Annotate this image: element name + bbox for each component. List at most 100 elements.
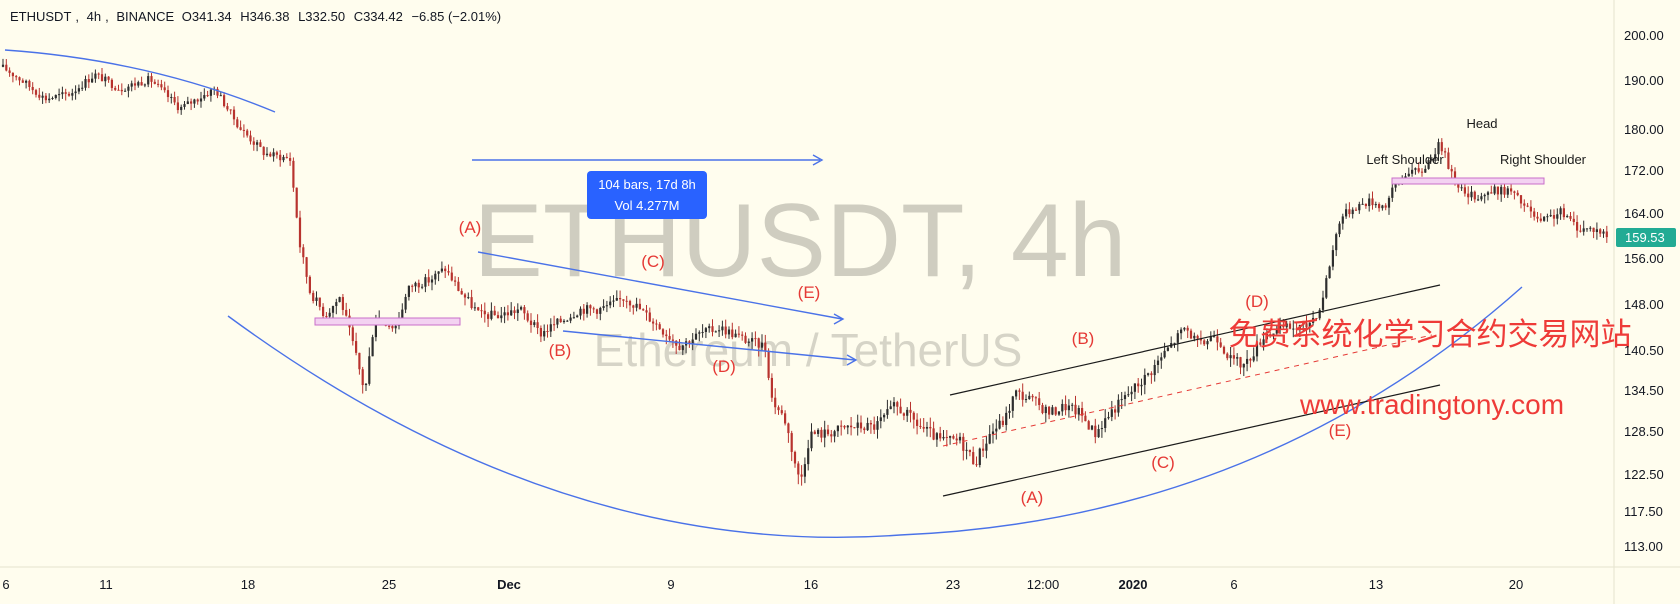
candle-body	[1018, 390, 1021, 392]
candle-body	[902, 413, 905, 416]
candle-body	[193, 99, 196, 104]
symbol-legend[interactable]: ETHUSDT, 4h, BINANCE O341.34 H346.38 L33…	[10, 9, 502, 24]
candle-body	[100, 74, 104, 82]
bowl-arc-line[interactable]	[227, 286, 1523, 538]
candle-body	[414, 282, 417, 287]
candle-body	[1064, 403, 1067, 411]
candle-body	[998, 420, 1001, 429]
channel-midline[interactable]	[942, 334, 1433, 447]
candle-body	[325, 316, 328, 318]
promo-chinese-text: 免费系统化学习合约交易网站	[1229, 317, 1632, 353]
neckline-zone[interactable]	[1391, 177, 1545, 185]
candle-body	[430, 279, 434, 283]
candle-body	[1519, 195, 1523, 204]
candle-body	[1183, 327, 1186, 330]
candle-body	[1054, 407, 1057, 415]
candle-body	[737, 333, 740, 335]
candle-body	[477, 307, 480, 311]
candle-body	[1371, 198, 1374, 206]
triangle-upper-line[interactable]	[477, 251, 843, 320]
candle-body	[569, 317, 572, 321]
candle-body	[1404, 176, 1407, 178]
symbol-interval[interactable]: 4h	[86, 9, 102, 24]
head-label: Head	[1466, 116, 1497, 131]
candle-body	[97, 73, 100, 75]
x-tick-9: 9	[667, 577, 674, 592]
candle-body	[912, 412, 915, 420]
candle-body	[1572, 218, 1575, 222]
candle-body	[186, 101, 189, 105]
candle-body	[61, 92, 64, 95]
channel-upper-line[interactable]	[949, 284, 1441, 396]
candle-body	[1335, 234, 1338, 251]
candle-body	[1599, 229, 1602, 234]
candle-body	[1331, 250, 1334, 267]
candle-body	[1523, 203, 1526, 206]
candle-body	[374, 318, 377, 338]
top-arc-line[interactable]	[4, 49, 276, 113]
wave-label-b-left: (B)	[549, 341, 572, 360]
candle-body	[866, 422, 869, 431]
candle-body	[962, 436, 965, 451]
candle-body	[510, 310, 513, 316]
candle-body	[694, 333, 698, 340]
y-tick-148: 148.00	[1624, 297, 1664, 312]
candle-body	[364, 383, 368, 386]
candle-body	[1387, 197, 1391, 208]
candle-body	[64, 92, 67, 94]
candle-body	[1130, 391, 1133, 395]
support-zone-left[interactable]	[314, 317, 461, 326]
x-tick-23: 23	[946, 577, 960, 592]
price-axis[interactable]: 200.00 190.00 180.00 172.00 164.00 156.0…	[1624, 28, 1664, 554]
candle-body	[256, 142, 259, 145]
candle-body	[1496, 186, 1499, 195]
measure-tooltip: 104 bars, 17d 8h Vol 4.277M	[587, 171, 707, 219]
candle-body	[447, 271, 450, 273]
candle-body	[1147, 373, 1150, 375]
candle-body	[595, 309, 599, 314]
channel-lower-line[interactable]	[942, 384, 1441, 497]
triangle-lower-line[interactable]	[562, 330, 856, 361]
candle-body	[549, 324, 552, 332]
candle-body	[533, 322, 536, 325]
candle-body	[1321, 297, 1325, 310]
candle-body	[906, 409, 909, 416]
candle-body	[1391, 187, 1394, 198]
candle-body	[1156, 360, 1160, 365]
wave-label-c-right: (C)	[1151, 453, 1175, 472]
time-axis[interactable]: 6 11 18 25 Dec 9 16 23 12:00 2020 6 13 2…	[2, 577, 1523, 592]
candle-body	[5, 64, 8, 71]
candle-body	[1533, 211, 1536, 217]
candle-body	[298, 217, 302, 248]
candle-body	[727, 329, 731, 335]
candle-body	[622, 299, 625, 301]
candle-body	[1424, 168, 1427, 173]
candle-body	[883, 414, 886, 418]
candle-body	[328, 312, 331, 317]
candle-body	[77, 88, 80, 92]
candle-body	[1133, 383, 1136, 392]
candle-body	[1298, 325, 1301, 329]
candle-body	[939, 433, 942, 439]
right-shoulder-label: Right Shoulder	[1500, 152, 1587, 167]
candle-body	[1374, 204, 1377, 206]
candle-body	[203, 95, 206, 99]
promo-url-text[interactable]: www.tradingtony.com	[1299, 389, 1564, 420]
candle-body	[529, 320, 533, 325]
candle-body	[1269, 334, 1272, 336]
candle-body	[1513, 191, 1516, 193]
candle-body	[1262, 339, 1265, 345]
candle-body	[1592, 227, 1595, 232]
candle-body	[1028, 395, 1031, 400]
candle-body	[1605, 231, 1608, 238]
symbol-name[interactable]: ETHUSDT	[10, 9, 72, 24]
candle-body	[1384, 205, 1387, 208]
candle-body	[1338, 223, 1341, 235]
candle-body	[1008, 410, 1011, 413]
candle-body	[1394, 182, 1397, 188]
y-tick-200: 200.00	[1624, 28, 1664, 43]
candle-body	[1589, 227, 1592, 229]
candle-body	[876, 421, 879, 430]
